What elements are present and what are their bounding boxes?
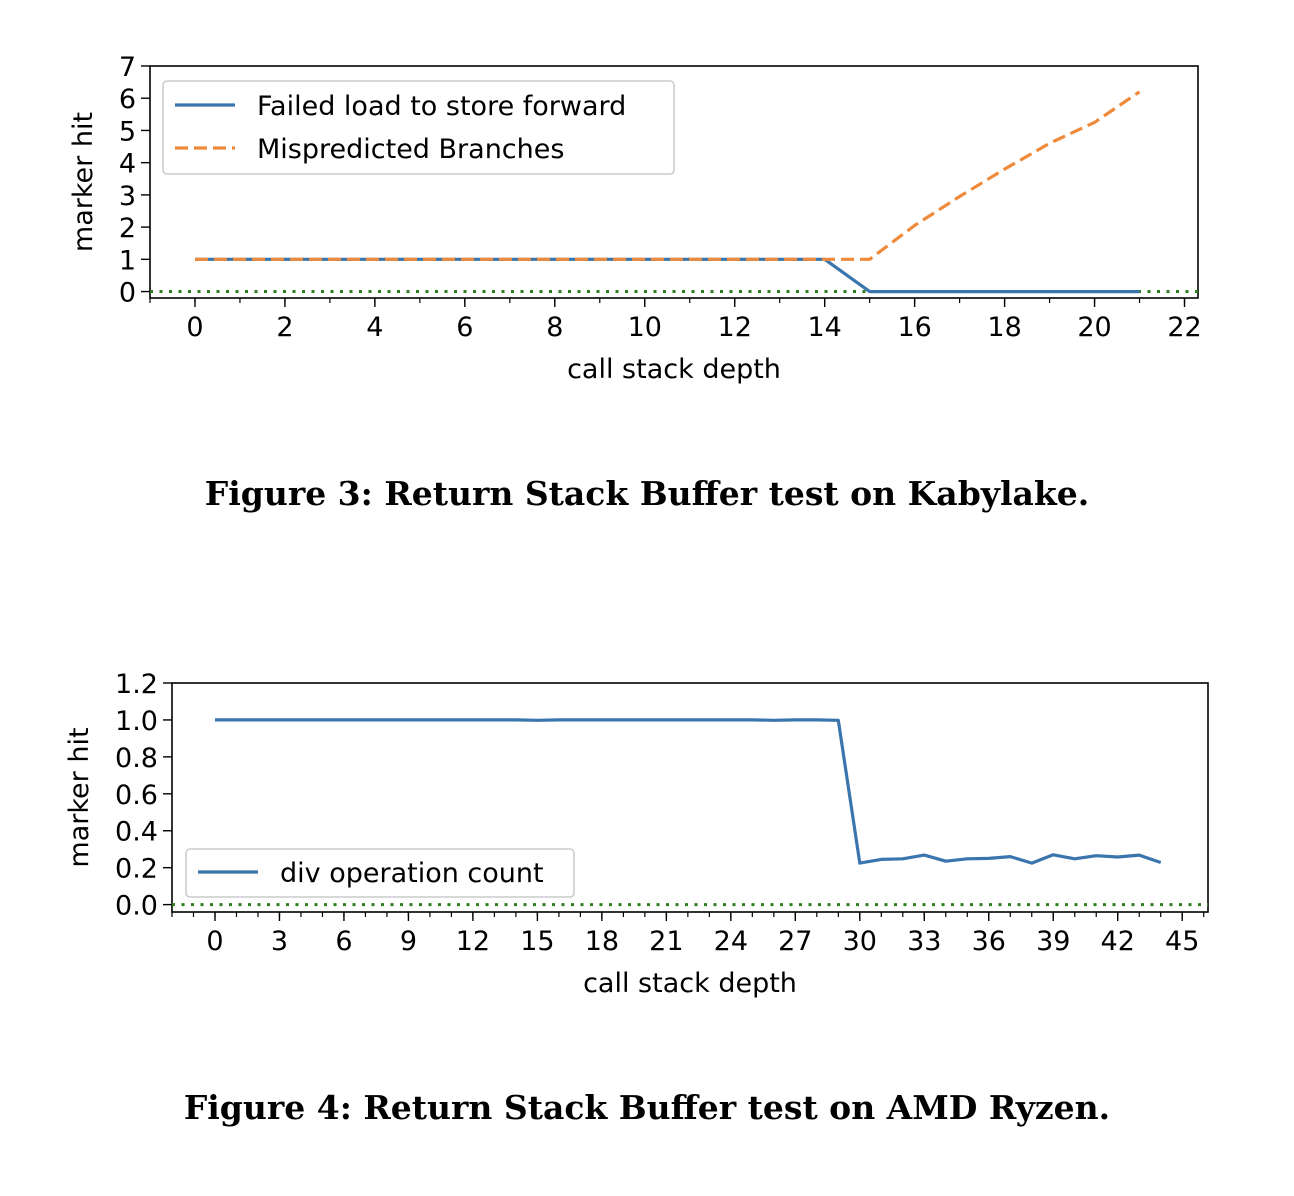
- x-tick-label: 10: [628, 312, 662, 343]
- legend-label-1: div operation count: [280, 858, 544, 889]
- x-tick-label: 16: [897, 312, 931, 343]
- y-tick-label: 0: [119, 278, 136, 309]
- y-tick-label: 0.2: [115, 854, 158, 885]
- y-tick-label: 0.4: [115, 817, 158, 848]
- legend-box: [162, 80, 675, 175]
- x-tick-label: 39: [1036, 926, 1070, 957]
- figure-3-caption: Figure 3: Return Stack Buffer test on Ka…: [204, 474, 1090, 513]
- legend-box: [185, 848, 575, 898]
- x-tick-label: 30: [843, 926, 877, 957]
- y-tick-label: 4: [119, 149, 136, 180]
- x-tick-label: 20: [1077, 312, 1111, 343]
- y-tick-label: 2: [119, 213, 136, 244]
- x-tick-label: 8: [546, 312, 563, 343]
- y-tick-label: 3: [119, 181, 136, 212]
- x-tick-label: 12: [718, 312, 752, 343]
- plot-area-frame: [149, 65, 1199, 299]
- x-tick-label: 18: [987, 312, 1021, 343]
- y-tick-label: 0.8: [115, 743, 158, 774]
- x-tick-label: 0: [186, 312, 203, 343]
- x-tick-label: 6: [335, 926, 352, 957]
- x-tick-label: 0: [206, 926, 223, 957]
- x-tick-label: 9: [400, 926, 417, 957]
- legend-label-1: Failed load to store forward: [257, 91, 626, 122]
- legend-label-2: Mispredicted Branches: [257, 134, 564, 165]
- series-line-1: [195, 257, 1140, 294]
- plot-area-frame: [171, 682, 1209, 913]
- y-tick-label: 1.0: [115, 706, 158, 737]
- y-tick-label: 5: [119, 116, 136, 147]
- y-tick-label: 1: [119, 245, 136, 276]
- y-tick-label: 6: [119, 84, 136, 115]
- x-tick-label: 12: [456, 926, 490, 957]
- x-tick-label: 6: [456, 312, 473, 343]
- y-axis-label: marker hit: [68, 112, 99, 252]
- x-axis-label: call stack depth: [583, 968, 797, 999]
- y-tick-label: 7: [119, 52, 136, 83]
- ryzen-rsb-chart: 0 3 6 9 12 15 18 21 24 27 30 33 36 39 42 450.00.20.40.6…: [64, 669, 1209, 999]
- x-tick-label: 33: [907, 926, 941, 957]
- y-tick-label: 0.0: [115, 891, 158, 922]
- x-axis-label: call stack depth: [567, 354, 781, 385]
- x-tick-label: 15: [520, 926, 554, 957]
- y-axis-label: marker hit: [64, 727, 95, 867]
- x-tick-label: 24: [714, 926, 748, 957]
- x-tick-label: 36: [972, 926, 1006, 957]
- x-tick-label: 3: [271, 926, 288, 957]
- y-tick-label: 0.6: [115, 780, 158, 811]
- series-line-1: [215, 718, 1162, 865]
- series-line-2: [195, 90, 1141, 261]
- x-tick-label: 18: [585, 926, 619, 957]
- y-tick-label: 1.2: [115, 669, 158, 700]
- figure-3: 0 2 4 6 8 10 12 14 16 18 20 22 0 1 2 3 4 5 6 7 call stack de…: [0, 0, 1294, 560]
- figure-4-caption: Figure 4: Return Stack Buffer test on AM…: [183, 1088, 1111, 1127]
- x-tick-label: 42: [1101, 926, 1135, 957]
- x-tick-label: 2: [276, 312, 293, 343]
- x-tick-label: 4: [366, 312, 383, 343]
- x-tick-label: 27: [778, 926, 812, 957]
- x-tick-label: 21: [649, 926, 683, 957]
- x-tick-label: 45: [1165, 926, 1199, 957]
- figure-4: 0 3 6 9 12 15 18 21 24 27 30 33 36 39 42 45 0.0 0.2 0.4 0.6…: [0, 600, 1294, 1196]
- x-tick-label: 14: [807, 312, 841, 343]
- x-tick-label: 22: [1167, 312, 1201, 343]
